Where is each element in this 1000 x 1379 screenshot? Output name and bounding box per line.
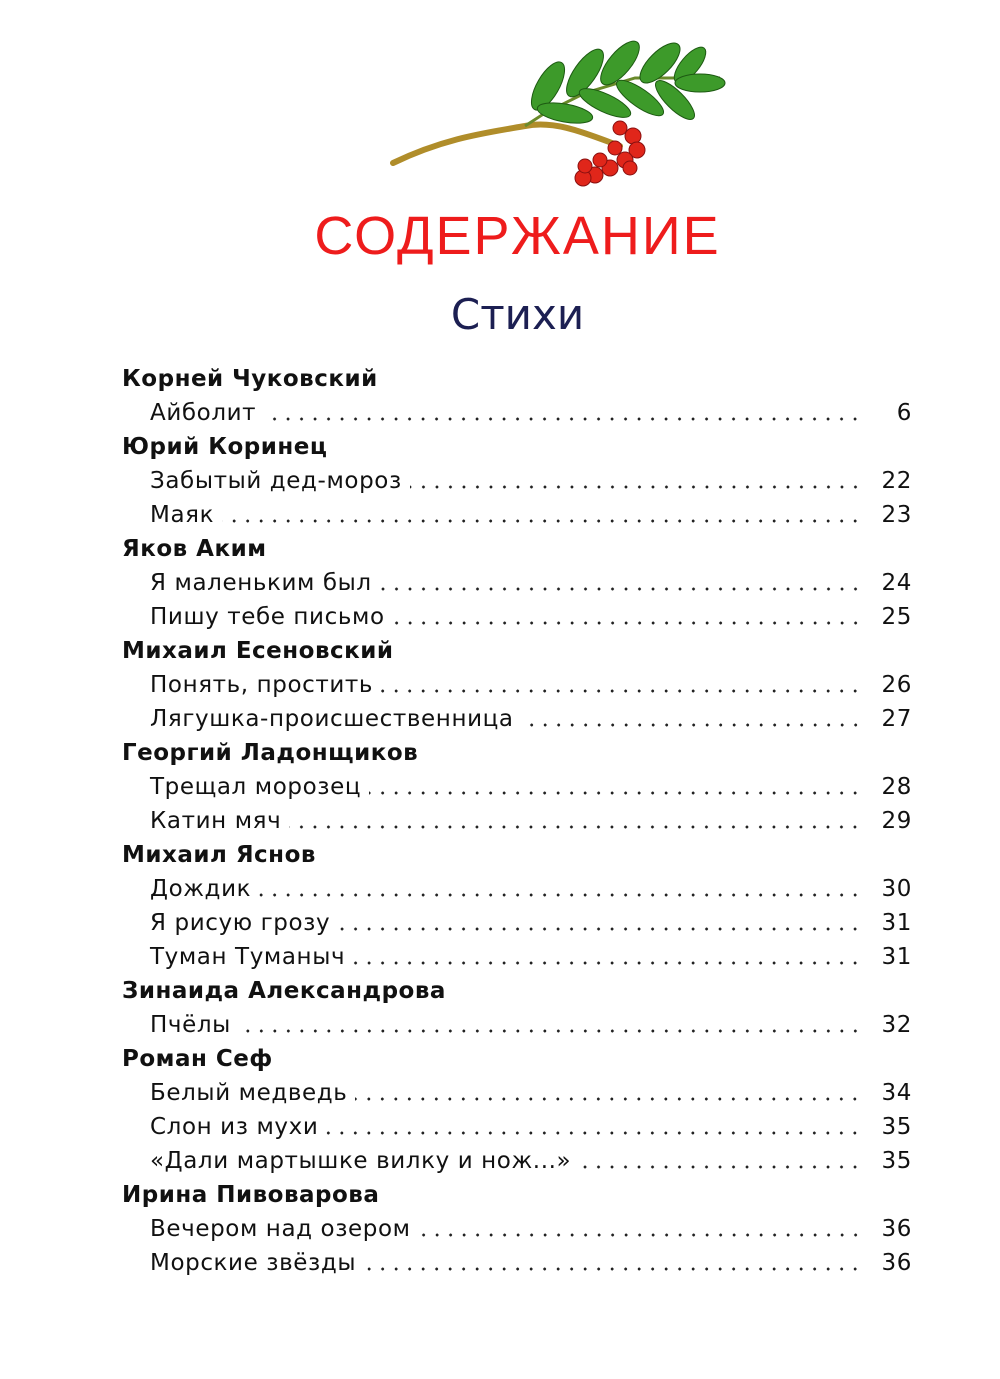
page-number: 31 [881, 944, 912, 970]
toc-entry[interactable]: Слон из мухи 35 [122, 1110, 912, 1144]
entry-title: Пишу тебе письмо [150, 604, 385, 630]
dot-leader [364, 1267, 862, 1271]
page-number: 26 [881, 672, 912, 698]
entry-title: Я маленьким был [150, 570, 372, 596]
dot-leader [222, 519, 862, 523]
toc-entry[interactable]: «Дали мартышке вилку и нож...» 35 [122, 1144, 912, 1178]
dot-leader [392, 621, 862, 625]
toc-author: Яков Аким [122, 536, 267, 562]
page-number: 29 [881, 808, 912, 834]
entry-title: Маяк [150, 502, 215, 528]
toc-entry[interactable]: Я рисую грозу 31 [122, 906, 912, 940]
entry-title: Забытый дед-мороз [150, 468, 402, 494]
dot-leader [579, 1165, 862, 1169]
toc-entry[interactable]: Катин мяч 29 [122, 804, 912, 838]
section-heading: Стихи [450, 290, 585, 339]
entry-title: Катин мяч [150, 808, 282, 834]
toc-entry[interactable]: Дождик 30 [122, 872, 912, 906]
toc-entry[interactable]: Туман Туманыч 31 [122, 940, 912, 974]
page-number: 23 [881, 502, 912, 528]
toc-entry[interactable]: Айболит 6 [122, 396, 912, 430]
toc-author: Михаил Есеновский [122, 638, 394, 664]
entry-title: Морские звёзды [150, 1250, 357, 1276]
dot-leader [238, 1029, 862, 1033]
toc-author: Михаил Яснов [122, 842, 316, 868]
toc-author: Корней Чуковский [122, 366, 378, 392]
toc-entry[interactable]: Пчёлы 32 [122, 1008, 912, 1042]
dot-leader [259, 893, 862, 897]
page-number: 6 [896, 400, 912, 426]
toc-entry[interactable]: Маяк 23 [122, 498, 912, 532]
dot-leader [521, 723, 862, 727]
page-number: 24 [881, 570, 912, 596]
entry-title: «Дали мартышке вилку и нож...» [150, 1148, 572, 1174]
dot-leader [289, 825, 862, 829]
toc-author: Георгий Ладонщиков [122, 740, 419, 766]
rowan-branch-illustration [390, 40, 726, 187]
toc-author: Юрий Коринец [122, 434, 328, 460]
toc-entry[interactable]: Пишу тебе письмо 25 [122, 600, 912, 634]
dot-leader [379, 587, 862, 591]
toc-entry[interactable]: Трещал морозец 28 [122, 770, 912, 804]
toc-entry[interactable]: Белый медведь 34 [122, 1076, 912, 1110]
toc-entry[interactable]: Вечером над озером 36 [122, 1212, 912, 1246]
page-number: 36 [881, 1216, 912, 1242]
dot-leader [264, 417, 862, 421]
entry-title: Трещал морозец [150, 774, 362, 800]
dot-leader [418, 1233, 862, 1237]
page-number: 35 [881, 1114, 912, 1140]
entry-title: Дождик [150, 876, 252, 902]
dot-leader [409, 485, 862, 489]
dot-leader [369, 791, 862, 795]
dot-leader [326, 1131, 862, 1135]
page-number: 28 [881, 774, 912, 800]
toc-entry[interactable]: Понять, простить 26 [122, 668, 912, 702]
toc-entry[interactable]: Я маленьким был 24 [122, 566, 912, 600]
entry-title: Я рисую грозу [150, 910, 331, 936]
toc-entry[interactable]: Морские звёзды 36 [122, 1246, 912, 1280]
entry-title: Айболит [150, 400, 257, 426]
toc-author: Роман Сеф [122, 1046, 273, 1072]
entry-title: Слон из мухи [150, 1114, 319, 1140]
page-number: 36 [881, 1250, 912, 1276]
toc-entry[interactable]: Забытый дед-мороз 22 [122, 464, 912, 498]
dot-leader [381, 689, 862, 693]
toc-author: Зинаида Александрова [122, 978, 446, 1004]
entry-title: Туман Туманыч [150, 944, 346, 970]
page-number: 31 [881, 910, 912, 936]
toc-entry[interactable]: Лягушка-происшественница 27 [122, 702, 912, 736]
page-number: 27 [881, 706, 912, 732]
page-title: СОДЕРЖАНИЕ [314, 206, 721, 266]
dot-leader [355, 1097, 862, 1101]
table-of-contents: Корней Чуковский Айболит 6 Юрий Коринец Забы… [122, 362, 912, 1280]
page-number: 25 [881, 604, 912, 630]
entry-title: Вечером над озером [150, 1216, 411, 1242]
page-number: 34 [881, 1080, 912, 1106]
page-number: 35 [881, 1148, 912, 1174]
toc-author: Ирина Пивоварова [122, 1182, 380, 1208]
page-number: 32 [881, 1012, 912, 1038]
page-number: 30 [881, 876, 912, 902]
entry-title: Пчёлы [150, 1012, 231, 1038]
entry-title: Лягушка-происшественница [150, 706, 514, 732]
dot-leader [338, 927, 862, 931]
entry-title: Понять, простить [150, 672, 374, 698]
dot-leader [353, 961, 862, 965]
page-number: 22 [881, 468, 912, 494]
entry-title: Белый медведь [150, 1080, 348, 1106]
